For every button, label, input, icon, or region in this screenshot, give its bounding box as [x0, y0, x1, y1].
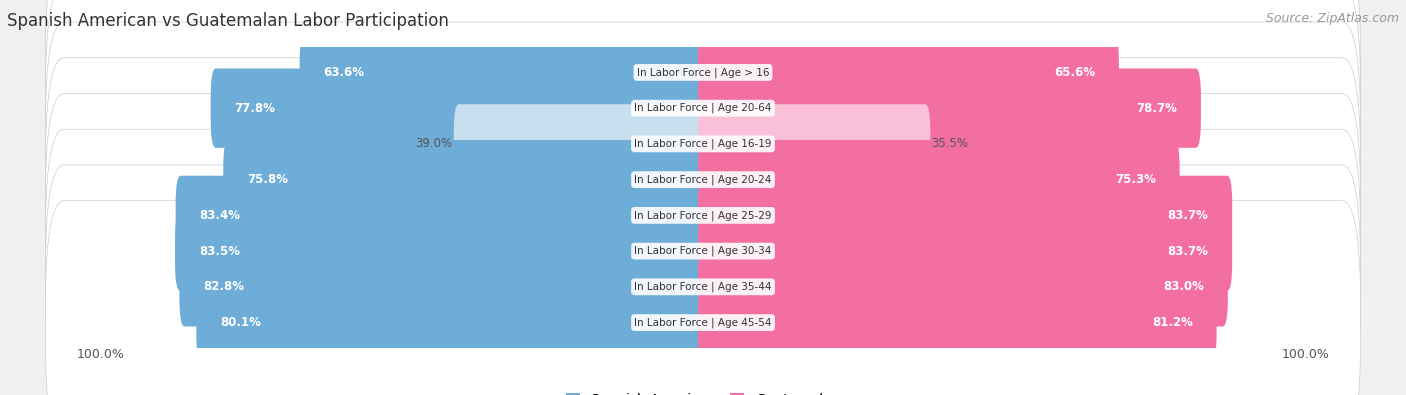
Legend: Spanish American, Guatemalan: Spanish American, Guatemalan	[565, 393, 841, 395]
FancyBboxPatch shape	[697, 247, 1227, 327]
Text: In Labor Force | Age 25-29: In Labor Force | Age 25-29	[634, 210, 772, 221]
Text: 80.1%: 80.1%	[221, 316, 262, 329]
FancyBboxPatch shape	[45, 0, 1361, 230]
Text: Spanish American vs Guatemalan Labor Participation: Spanish American vs Guatemalan Labor Par…	[7, 12, 449, 30]
FancyBboxPatch shape	[45, 0, 1361, 194]
Text: 100.0%: 100.0%	[1281, 348, 1329, 361]
FancyBboxPatch shape	[45, 201, 1361, 395]
Text: 82.8%: 82.8%	[204, 280, 245, 293]
FancyBboxPatch shape	[454, 104, 709, 184]
Text: 78.7%: 78.7%	[1136, 102, 1177, 115]
Text: 83.5%: 83.5%	[198, 245, 240, 258]
FancyBboxPatch shape	[697, 140, 1180, 219]
FancyBboxPatch shape	[697, 176, 1232, 255]
Text: 39.0%: 39.0%	[415, 137, 453, 150]
Text: 35.5%: 35.5%	[932, 137, 969, 150]
FancyBboxPatch shape	[697, 283, 1216, 362]
Text: 83.0%: 83.0%	[1163, 280, 1204, 293]
FancyBboxPatch shape	[697, 211, 1232, 291]
FancyBboxPatch shape	[45, 22, 1361, 266]
Text: In Labor Force | Age 30-34: In Labor Force | Age 30-34	[634, 246, 772, 256]
Text: 65.6%: 65.6%	[1054, 66, 1095, 79]
FancyBboxPatch shape	[45, 94, 1361, 337]
Text: In Labor Force | Age 16-19: In Labor Force | Age 16-19	[634, 139, 772, 149]
FancyBboxPatch shape	[45, 129, 1361, 373]
FancyBboxPatch shape	[45, 58, 1361, 301]
FancyBboxPatch shape	[697, 33, 1119, 112]
FancyBboxPatch shape	[176, 176, 709, 255]
Text: 63.6%: 63.6%	[323, 66, 364, 79]
Text: In Labor Force | Age > 16: In Labor Force | Age > 16	[637, 67, 769, 78]
Text: 83.7%: 83.7%	[1167, 209, 1208, 222]
Text: 75.3%: 75.3%	[1115, 173, 1156, 186]
Text: Source: ZipAtlas.com: Source: ZipAtlas.com	[1265, 12, 1399, 25]
FancyBboxPatch shape	[299, 33, 709, 112]
FancyBboxPatch shape	[174, 211, 709, 291]
Text: In Labor Force | Age 20-64: In Labor Force | Age 20-64	[634, 103, 772, 113]
Text: 75.8%: 75.8%	[247, 173, 288, 186]
Text: 81.2%: 81.2%	[1152, 316, 1192, 329]
Text: 83.7%: 83.7%	[1167, 245, 1208, 258]
FancyBboxPatch shape	[697, 104, 931, 184]
Text: 77.8%: 77.8%	[235, 102, 276, 115]
FancyBboxPatch shape	[697, 68, 1201, 148]
Text: In Labor Force | Age 35-44: In Labor Force | Age 35-44	[634, 282, 772, 292]
FancyBboxPatch shape	[224, 140, 709, 219]
FancyBboxPatch shape	[211, 68, 709, 148]
Text: In Labor Force | Age 45-54: In Labor Force | Age 45-54	[634, 317, 772, 328]
FancyBboxPatch shape	[180, 247, 709, 327]
FancyBboxPatch shape	[45, 165, 1361, 395]
Text: 83.4%: 83.4%	[200, 209, 240, 222]
FancyBboxPatch shape	[197, 283, 709, 362]
Text: 100.0%: 100.0%	[77, 348, 125, 361]
Text: In Labor Force | Age 20-24: In Labor Force | Age 20-24	[634, 174, 772, 185]
